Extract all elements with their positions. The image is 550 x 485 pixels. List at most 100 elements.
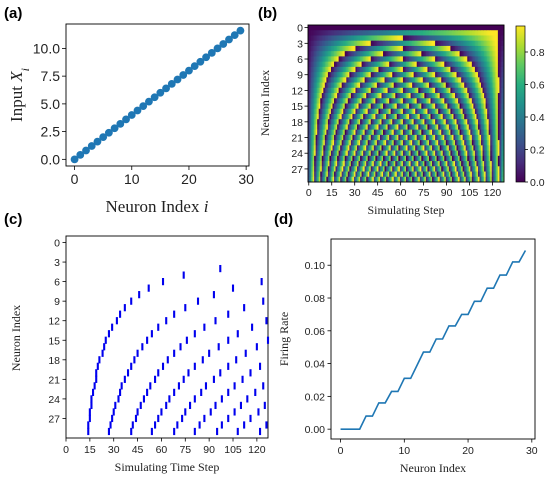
panel-b-heatmap-cell	[436, 66, 439, 73]
panel-b-heatmap-cell	[386, 45, 389, 52]
panel-b-heatmap-cell	[413, 103, 416, 110]
panel-b-heatmap-cell	[422, 66, 425, 73]
panel-b-heatmap-cell	[357, 155, 359, 162]
panel-b-heatmap-cell	[479, 176, 482, 183]
panel-b-heatmap-cell	[427, 35, 430, 42]
panel-b-heatmap-cell	[500, 82, 503, 89]
panel-b-heatmap-cell	[424, 82, 427, 89]
panel-b-heatmap-cell	[435, 35, 438, 42]
panel-b-heatmap-cell	[430, 93, 433, 99]
panel-b-heatmap-cell	[415, 155, 418, 162]
panel-b-heatmap-cell	[320, 176, 323, 183]
panel-b-heatmap-cell	[491, 113, 494, 120]
panel-b-heatmap-cell	[418, 150, 421, 157]
panel-b-heatmap-cell	[406, 119, 408, 125]
panel-b-heatmap-cell	[481, 134, 483, 141]
panel-b-heatmap-cell	[340, 103, 343, 110]
panel-b-heatmap-cell	[499, 108, 502, 115]
panel-b-heatmap-cell	[317, 108, 320, 115]
panel-b-heatmap-cell	[309, 155, 312, 162]
panel-b-heatmap-cell	[392, 161, 395, 167]
panel-b-heatmap-cell	[484, 161, 487, 167]
panel-b-heatmap-cell	[468, 145, 471, 151]
panel-b-heatmap-cell	[352, 140, 355, 146]
panel-b-heatmap-cell	[441, 113, 444, 120]
panel-b-heatmap-cell	[366, 51, 369, 57]
panel-b-heatmap-cell	[465, 166, 468, 172]
panel-b-heatmap-cell	[386, 87, 389, 94]
panel-b-heatmap-cell	[455, 103, 457, 110]
panel-b-heatmap-cell	[459, 77, 462, 83]
panel-b-heatmap-cell	[315, 66, 318, 73]
panel-b-heatmap-cell	[419, 87, 422, 94]
panel-b-heatmap-cell	[321, 93, 324, 99]
panel-b-heatmap-cell	[369, 145, 372, 151]
panel-b-heatmap-cell	[332, 103, 335, 110]
panel-b-heatmap-cell	[407, 51, 410, 57]
panel-b-heatmap-cell	[493, 134, 496, 141]
panel-b-heatmap-cell	[474, 61, 477, 68]
panel-b-heatmap-cell	[321, 72, 324, 78]
panel-b-heatmap-cell	[416, 155, 419, 162]
panel-b-heatmap-cell	[386, 56, 389, 63]
panel-b-heatmap-cell	[347, 77, 350, 83]
panel-b-heatmap-cell	[320, 98, 323, 104]
panel-b-heatmap-cell	[360, 176, 362, 183]
panel-b-heatmap-cell	[346, 98, 349, 104]
panel-b-heatmap-cell	[357, 87, 359, 94]
panel-b-heatmap-cell	[500, 129, 503, 136]
panel-b-heatmap-cell	[355, 140, 358, 146]
panel-b-heatmap-cell	[424, 98, 427, 104]
panel-b-heatmap-cell	[419, 108, 422, 115]
panel-b-heatmap-cell	[464, 129, 467, 136]
panel-b-heatmap-cell	[357, 124, 359, 131]
panel-b-heatmap-cell	[461, 61, 464, 68]
panel-b-heatmap-cell	[349, 51, 352, 57]
panel-b-heatmap-cell	[340, 145, 343, 151]
panel-b-heatmap-cell	[386, 66, 389, 73]
panel-b-heatmap-cell	[481, 66, 483, 73]
panel-b-heatmap-cell	[327, 82, 330, 89]
panel-b-heatmap-cell	[355, 30, 358, 36]
panel-b-heatmap-cell	[378, 66, 381, 73]
panel-b-xtick-label: 30	[349, 187, 361, 199]
panel-b-heatmap-cell	[428, 171, 431, 178]
panel-b-heatmap-cell	[447, 176, 450, 183]
panel-b-heatmap-cell	[465, 35, 468, 42]
panel-b-heatmap-cell	[361, 140, 364, 146]
panel-b-heatmap-cell	[384, 45, 387, 52]
panel-b-heatmap-cell	[343, 61, 346, 68]
panel-b-heatmap-cell	[378, 61, 381, 68]
panel-b-heatmap-cell	[375, 134, 378, 141]
panel-b-heatmap-cell	[422, 30, 425, 36]
panel-b-heatmap-cell	[485, 56, 488, 63]
panel-b-heatmap-cell	[329, 72, 332, 78]
panel-b-heatmap-cell	[309, 166, 312, 172]
panel-b-heatmap-cell	[450, 56, 453, 63]
panel-b-heatmap-cell	[439, 72, 442, 78]
panel-b-xtick-label: 105	[461, 187, 479, 199]
panel-b-heatmap-cell	[430, 98, 433, 104]
panel-b-heatmap-cell	[373, 113, 376, 120]
panel-b-heatmap-cell	[464, 30, 467, 36]
panel-b-heatmap-cell	[499, 45, 502, 52]
panel-b-heatmap-cell	[402, 113, 405, 120]
panel-b-heatmap-cell	[329, 129, 332, 136]
panel-b-heatmap-cell	[376, 176, 379, 183]
panel-b-heatmap-cell	[432, 77, 434, 83]
panel-b-heatmap-cell	[326, 30, 329, 36]
panel-c-xtick-label: 45	[132, 444, 144, 456]
panel-b-heatmap-cell	[465, 161, 468, 167]
panel-b-heatmap-cell	[361, 134, 364, 141]
panel-b-heatmap-cell	[357, 113, 359, 120]
panel-b-heatmap-cell	[458, 108, 460, 115]
panel-b-heatmap-cell	[360, 77, 362, 83]
panel-b-heatmap-cell	[390, 108, 393, 115]
panel-b-heatmap-cell	[315, 72, 318, 78]
panel-b-heatmap-cell	[363, 66, 366, 73]
panel-b-heatmap-cell	[451, 51, 454, 57]
panel-b-heatmap-cell	[439, 176, 442, 183]
panel-b-heatmap-cell	[315, 134, 318, 141]
panel-b-heatmap-cell	[321, 35, 324, 42]
panel-b-heatmap-cell	[438, 66, 441, 73]
